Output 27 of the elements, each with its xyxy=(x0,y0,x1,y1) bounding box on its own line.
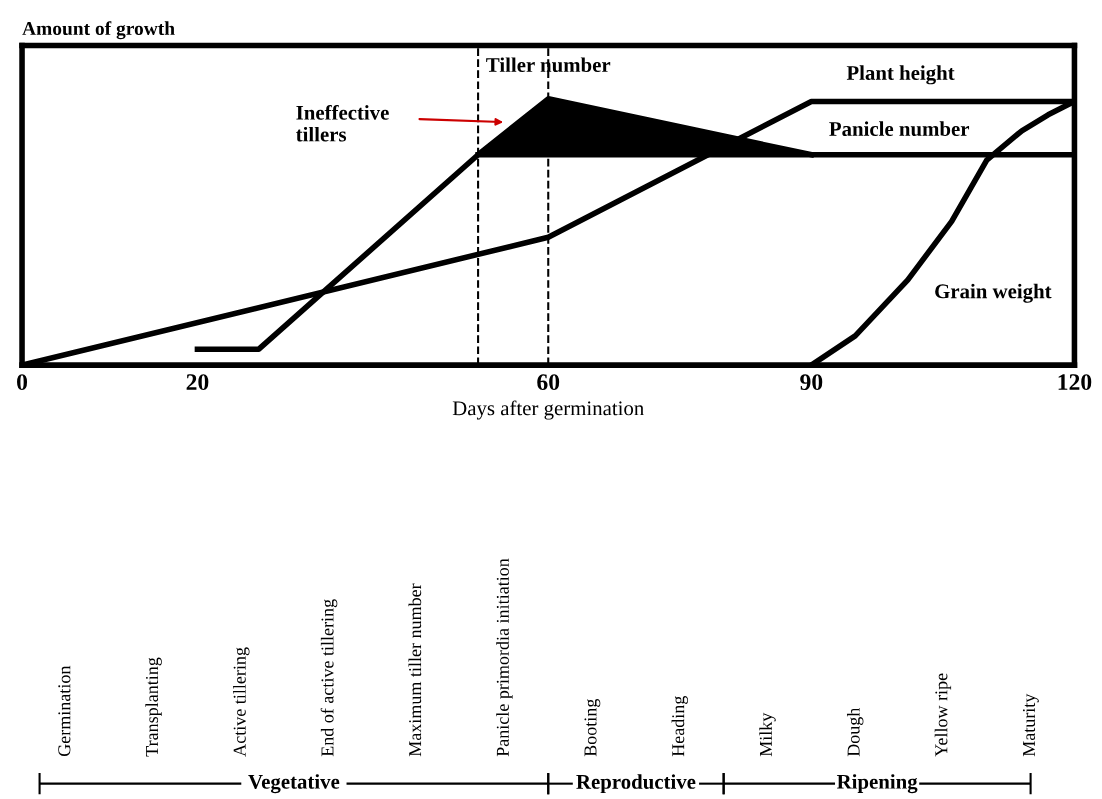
y-axis-title: Amount of growth xyxy=(22,21,175,40)
x-tick-label: 0 xyxy=(17,374,28,391)
x-tick-label: 90 xyxy=(800,374,823,391)
category-label: Maximum tiller number xyxy=(408,583,422,757)
x-tick-label: 20 xyxy=(186,374,209,391)
series-label: Grain weight xyxy=(935,283,1052,303)
category-label: Maturity xyxy=(1022,693,1039,757)
category-label: Transplanting xyxy=(145,657,162,757)
x-tick-label: 120 xyxy=(1058,374,1092,391)
x-tick-label: 60 xyxy=(537,374,560,391)
category-label: Panicle primordia initiation xyxy=(496,558,513,757)
text: Ripening xyxy=(836,774,918,794)
category-label: End of active tillering xyxy=(320,599,338,757)
category-label: Milky xyxy=(759,712,776,757)
category-label: Germination xyxy=(58,665,71,757)
category-label: Heading xyxy=(671,695,689,757)
series-label: Plant height xyxy=(846,65,955,85)
annotation: Ineffective tillers xyxy=(296,104,389,142)
category-label: Dough xyxy=(846,707,864,757)
x-axis-title: Days after germination xyxy=(452,400,644,420)
category-label: Active tillering xyxy=(233,647,250,757)
series-label: Tiller number xyxy=(486,57,611,73)
series-label: Panicle number xyxy=(829,121,970,137)
category-label: Booting xyxy=(584,698,601,757)
text: Reproductive xyxy=(576,774,696,794)
text: Vegetative xyxy=(248,774,340,794)
category-label: Yellow ripe xyxy=(934,673,952,757)
